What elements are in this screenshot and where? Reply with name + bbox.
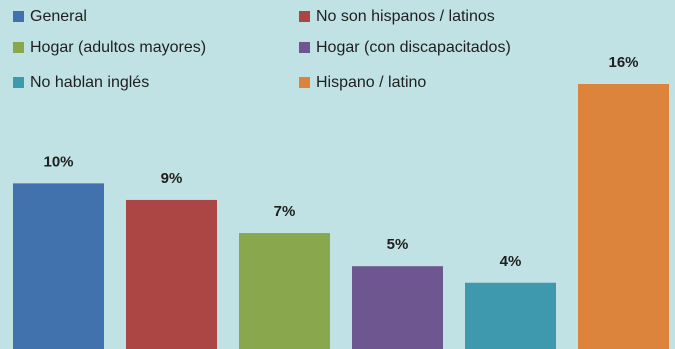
data-label: 10% xyxy=(43,153,73,170)
legend-label: No son hispanos / latinos xyxy=(316,8,495,25)
bar xyxy=(578,84,669,349)
data-label: 9% xyxy=(161,170,183,187)
legend-item: No hablan inglés xyxy=(13,74,149,91)
legend-swatch xyxy=(13,77,24,88)
legend-label: No hablan inglés xyxy=(30,74,149,91)
legend-label: Hispano / latino xyxy=(316,74,426,91)
data-label: 7% xyxy=(274,203,296,220)
legend-label: Hogar (con discapacitados) xyxy=(316,39,511,56)
legend-item: Hogar (adultos mayores) xyxy=(13,39,206,56)
bar xyxy=(352,266,443,349)
legend-swatch xyxy=(13,42,24,53)
bar xyxy=(465,282,556,349)
bar xyxy=(13,183,104,349)
data-label: 4% xyxy=(500,253,522,270)
legend-item: Hogar (con discapacitados) xyxy=(299,39,511,56)
data-label: 16% xyxy=(608,54,638,71)
legend-label: General xyxy=(30,8,87,25)
legend-item: No son hispanos / latinos xyxy=(299,8,495,25)
legend-swatch xyxy=(299,77,310,88)
legend-item: General xyxy=(13,8,87,25)
legend-swatch xyxy=(13,11,24,22)
data-label: 5% xyxy=(387,236,409,253)
bar xyxy=(239,233,330,349)
legend-item: Hispano / latino xyxy=(299,74,426,91)
legend-swatch xyxy=(299,11,310,22)
legend-swatch xyxy=(299,42,310,53)
bar xyxy=(126,199,217,349)
legend-label: Hogar (adultos mayores) xyxy=(30,39,206,56)
